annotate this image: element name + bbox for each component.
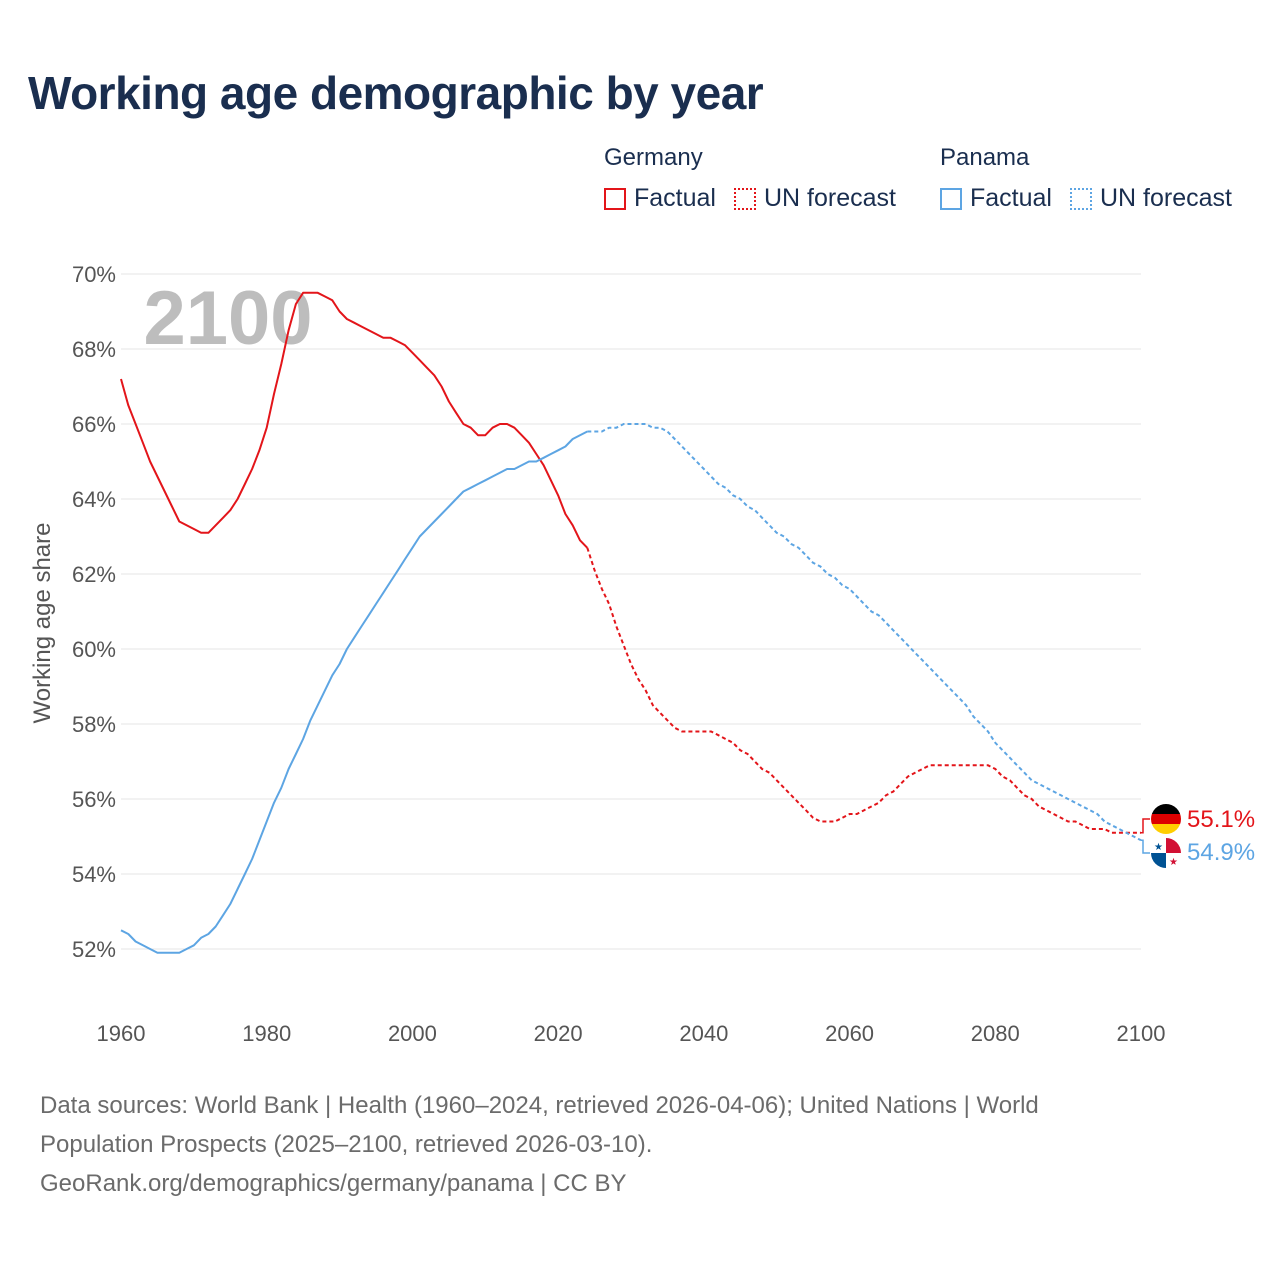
- y-tick-label: 52%: [72, 937, 116, 962]
- x-tick-label: 2000: [388, 1021, 437, 1046]
- series-line-germany-factual[interactable]: [120, 291, 589, 549]
- chart-title: Working age demographic by year: [28, 67, 764, 119]
- x-tick-label: 1960: [97, 1021, 146, 1046]
- legend-item-germany-forecast[interactable]: UN forecast: [733, 184, 896, 213]
- legend-swatch-dotted: [733, 187, 756, 210]
- end-value-germany: 55.1%: [1187, 806, 1255, 833]
- legend-label: Factual: [970, 184, 1052, 212]
- legend-label: UN forecast: [1099, 184, 1232, 212]
- y-axis-label: Working age share: [29, 523, 56, 724]
- series-layer: [120, 291, 1142, 954]
- end-value-panama: 54.9%: [1187, 839, 1255, 866]
- legend-group-name: Panama: [940, 144, 1030, 171]
- y-tick-label: 62%: [72, 562, 116, 587]
- legend-swatch-dotted: [1069, 187, 1092, 210]
- legend-label: UN forecast: [763, 184, 896, 212]
- svg-text:★: ★: [1169, 857, 1178, 868]
- y-tick-label: 66%: [72, 412, 116, 437]
- series-line-germany-forecast[interactable]: [586, 547, 1141, 834]
- footer-line: GeoRank.org/demographics/germany/panama …: [40, 1170, 627, 1197]
- legend-item-panama-factual[interactable]: Factual: [940, 184, 1052, 213]
- x-tick-label: 2080: [971, 1021, 1020, 1046]
- legend-swatch-solid: [604, 187, 626, 210]
- y-tick-label: 56%: [72, 787, 116, 812]
- y-axis-ticks: 52% 54% 56% 58% 60% 62% 64% 66% 68% 70%: [72, 262, 116, 962]
- x-tick-label: 1980: [242, 1021, 291, 1046]
- x-axis-ticks: 1960 1980 2000 2020 2040 2060 2080 2100: [97, 1021, 1166, 1046]
- y-tick-label: 60%: [72, 637, 116, 662]
- line-chart: 2100 52% 54% 56% 58% 60% 62% 64% 66% 68% 70% 1960…: [29, 262, 1255, 1046]
- series-line-panama-forecast[interactable]: [587, 423, 1142, 842]
- x-tick-label: 2040: [679, 1021, 728, 1046]
- end-labels: ★ ★ 55.1% 54.9%: [1141, 804, 1255, 868]
- series-line-panama-factual[interactable]: [120, 430, 588, 954]
- legend-item-panama-forecast[interactable]: UN forecast: [1069, 184, 1232, 213]
- y-tick-label: 58%: [72, 712, 116, 737]
- x-tick-label: 2020: [534, 1021, 583, 1046]
- legend-group-germany: Germany Factual UN forecast: [604, 144, 914, 213]
- svg-text:★: ★: [1154, 842, 1163, 853]
- x-tick-label: 2100: [1117, 1021, 1166, 1046]
- legend-group-panama: Panama Factual UN forecast: [940, 144, 1250, 213]
- legend-swatch-solid: [940, 187, 962, 210]
- legend-label: Factual: [634, 184, 716, 212]
- year-watermark: 2100: [143, 276, 312, 361]
- legend-item-germany-factual[interactable]: Factual: [604, 184, 716, 213]
- grid-lines: [121, 273, 1141, 950]
- legend-group-name: Germany: [604, 144, 703, 171]
- footer-line: Data sources: World Bank | Health (1960–…: [40, 1092, 1039, 1119]
- y-tick-label: 64%: [72, 487, 116, 512]
- panama-flag-icon: ★ ★: [1151, 838, 1181, 868]
- germany-flag-icon: [1151, 804, 1181, 834]
- end-connector-panama: [1141, 839, 1150, 854]
- footer-line: Population Prospects (2025–2100, retriev…: [40, 1131, 653, 1158]
- y-tick-label: 68%: [72, 337, 116, 362]
- footer-sources: Data sources: World Bank | Health (1960–…: [40, 1086, 1240, 1203]
- y-tick-label: 54%: [72, 862, 116, 887]
- x-tick-label: 2060: [825, 1021, 874, 1046]
- y-tick-label: 70%: [72, 262, 116, 287]
- end-connector-germany: [1141, 818, 1150, 834]
